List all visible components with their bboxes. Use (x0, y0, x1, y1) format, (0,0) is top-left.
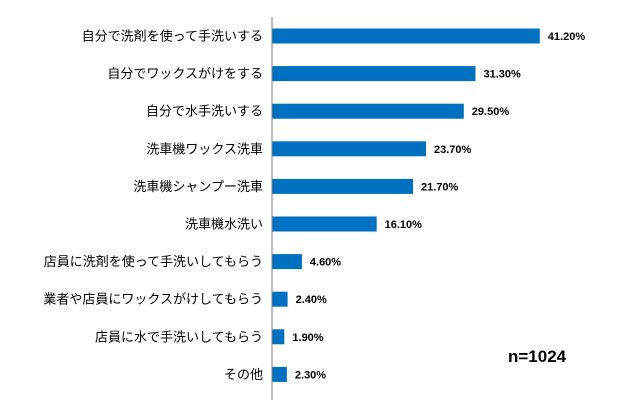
value-label: 31.30% (484, 69, 522, 81)
bar (272, 66, 476, 82)
bar (272, 254, 302, 270)
category-label: 自分で洗剤を使って手洗いする (82, 29, 263, 45)
bar (272, 291, 288, 307)
category-label: 店員に水で手洗いしてもらう (95, 330, 263, 345)
category-labels-group: 自分で洗剤を使って手洗いする自分でワックスがけをする自分で水手洗いする洗車機ワッ… (43, 29, 263, 383)
category-label: 自分でワックスがけをする (107, 67, 263, 82)
bar (272, 366, 287, 382)
category-label: 洗車機水洗い (185, 218, 263, 233)
category-label: その他 (224, 368, 263, 383)
bar (272, 216, 377, 232)
category-label: 業者や店員にワックスがけしてもらう (43, 292, 263, 308)
bars-group (272, 28, 540, 382)
value-label: 4.60% (310, 257, 341, 269)
bar (272, 178, 413, 194)
bar (272, 141, 426, 157)
bar (272, 329, 285, 345)
bar (272, 28, 540, 44)
category-label: 洗車機シャンプー洗車 (133, 180, 263, 195)
value-label: 21.70% (421, 181, 459, 193)
value-label: 2.40% (296, 294, 327, 306)
category-label: 洗車機ワックス洗車 (146, 142, 263, 157)
category-label: 店員に洗剤を使って手洗いしてもらう (44, 254, 263, 270)
bar (272, 103, 464, 119)
value-label: 1.90% (292, 332, 323, 344)
value-label: 41.20% (548, 31, 586, 43)
value-label: 16.10% (385, 219, 423, 231)
category-label: 自分で水手洗いする (146, 105, 263, 120)
value-label: 2.30% (295, 369, 326, 381)
value-label: 23.70% (434, 144, 472, 156)
value-label: 29.50% (472, 106, 510, 118)
value-labels-group: 41.20% 31.30% 29.50% 23.70% 21.70% 16.10% 4.60… (292, 31, 585, 381)
sample-size-annotation: n=1024 (508, 347, 567, 366)
